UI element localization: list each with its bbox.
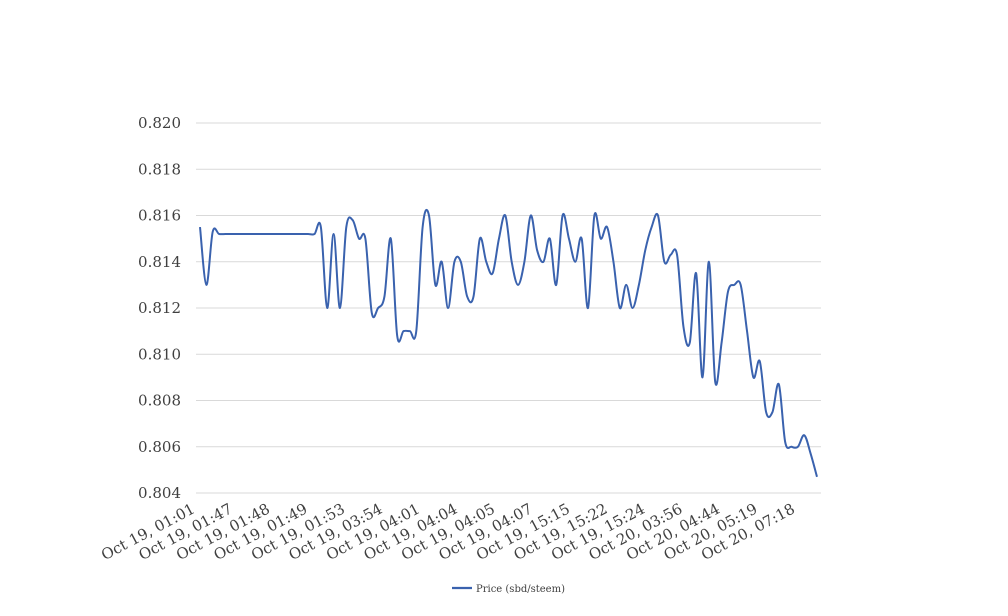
- series-line: [199, 208, 818, 478]
- gridlines: [196, 122, 821, 494]
- y-tick-label: 0.814: [138, 253, 181, 271]
- y-tick-label: 0.820: [138, 114, 181, 132]
- y-tick-label: 0.816: [138, 207, 181, 225]
- y-tick-label: 0.806: [138, 438, 181, 456]
- y-tick-label: 0.808: [138, 392, 181, 410]
- legend-label: Price (sbd/steem): [476, 584, 565, 595]
- y-tick-label: 0.810: [138, 345, 181, 363]
- series-layer: [199, 208, 818, 478]
- y-axis-tick-labels: 0.804 0.806 0.808 0.810 0.812 0.814 0.816 0.818…: [138, 114, 181, 502]
- y-tick-label: 0.812: [138, 299, 181, 317]
- y-tick-label: 0.818: [138, 160, 181, 178]
- legend: Price (sbd/steem): [452, 584, 565, 595]
- y-tick-label: 0.804: [138, 484, 181, 502]
